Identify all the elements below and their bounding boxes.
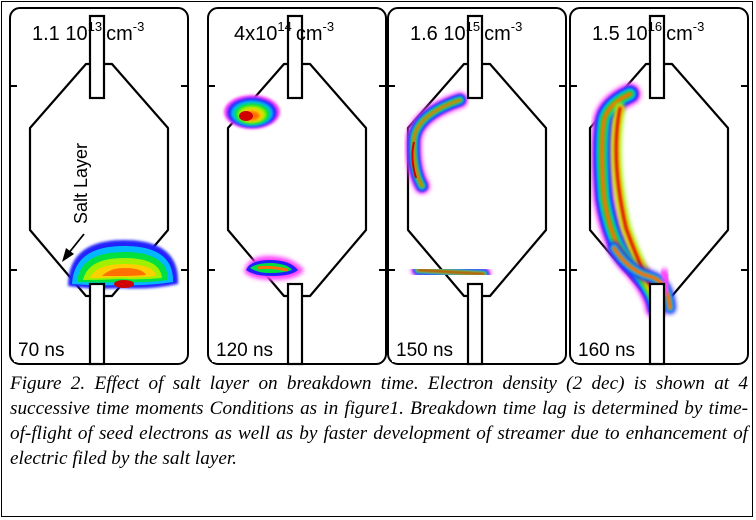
- density-exponent: 14: [277, 19, 291, 34]
- density-unit: cm: [666, 23, 693, 45]
- top-electrode: [648, 14, 666, 100]
- time-label: 160 ns: [578, 340, 635, 361]
- salt-layer-annotation: Salt Layer: [62, 143, 91, 262]
- bottom-electrode: [466, 282, 484, 366]
- panel-1: 1.1 1013 cm-3 70 ns: [9, 7, 189, 366]
- bottom-electrode: [88, 282, 106, 366]
- density-label: 4x1014 cm-3: [234, 19, 334, 45]
- time-label-bg: [392, 336, 464, 362]
- time-label: 70 ns: [18, 340, 64, 361]
- bottom-electrode: [648, 282, 666, 366]
- density-label: 1.1 1013 cm-3: [32, 19, 144, 45]
- salt-layer-label: Salt Layer: [71, 143, 91, 224]
- figure-caption: Figure 2. Effect of salt layer on breakd…: [10, 373, 748, 469]
- salt-layer-arrowhead: [62, 248, 74, 262]
- bottom-electrode: [286, 282, 304, 366]
- density-exponent: 15: [466, 19, 480, 34]
- electron-density-map: [591, 83, 676, 319]
- density-mantissa: 4x10: [234, 23, 277, 45]
- time-label: 150 ns: [396, 340, 453, 361]
- top-electrode: [466, 14, 484, 100]
- density-mantissa: 1.6 10: [410, 23, 466, 45]
- time-label-bg: [574, 336, 646, 362]
- top-electrode: [286, 14, 304, 100]
- density-mantissa: 1.1 10: [32, 23, 88, 45]
- discharge-vessel: [226, 62, 368, 298]
- top-electrode: [88, 14, 106, 100]
- unit-exponent: -3: [693, 19, 705, 34]
- unit-exponent: -3: [323, 19, 335, 34]
- discharge-vessel: [28, 62, 170, 298]
- density-exponent: 13: [88, 19, 102, 34]
- panel-4: 1.5 1016 cm-3 160 ns: [569, 7, 749, 366]
- unit-exponent: -3: [511, 19, 523, 34]
- density-label: 1.5 1016 cm-3: [592, 19, 704, 45]
- electron-density-map: [405, 92, 491, 281]
- panel-2: 4x1014 cm-3 120 ns: [207, 7, 387, 366]
- density-unit: cm: [296, 23, 323, 45]
- density-label: 1.6 1015 cm-3: [410, 19, 522, 45]
- time-label-bg: [14, 336, 75, 362]
- salt-layer-arrow: [67, 233, 85, 255]
- density-exponent: 16: [648, 19, 662, 34]
- panel-3: 1.6 1015 cm-3 150 ns: [387, 7, 567, 366]
- unit-exponent: -3: [133, 19, 145, 34]
- density-unit: cm: [106, 23, 133, 45]
- density-mantissa: 1.5 10: [592, 23, 648, 45]
- electron-density-map: [68, 240, 179, 289]
- density-unit: cm: [484, 23, 511, 45]
- time-label-bg: [212, 336, 284, 362]
- electron-density-map: [224, 95, 304, 280]
- time-label: 120 ns: [216, 340, 273, 361]
